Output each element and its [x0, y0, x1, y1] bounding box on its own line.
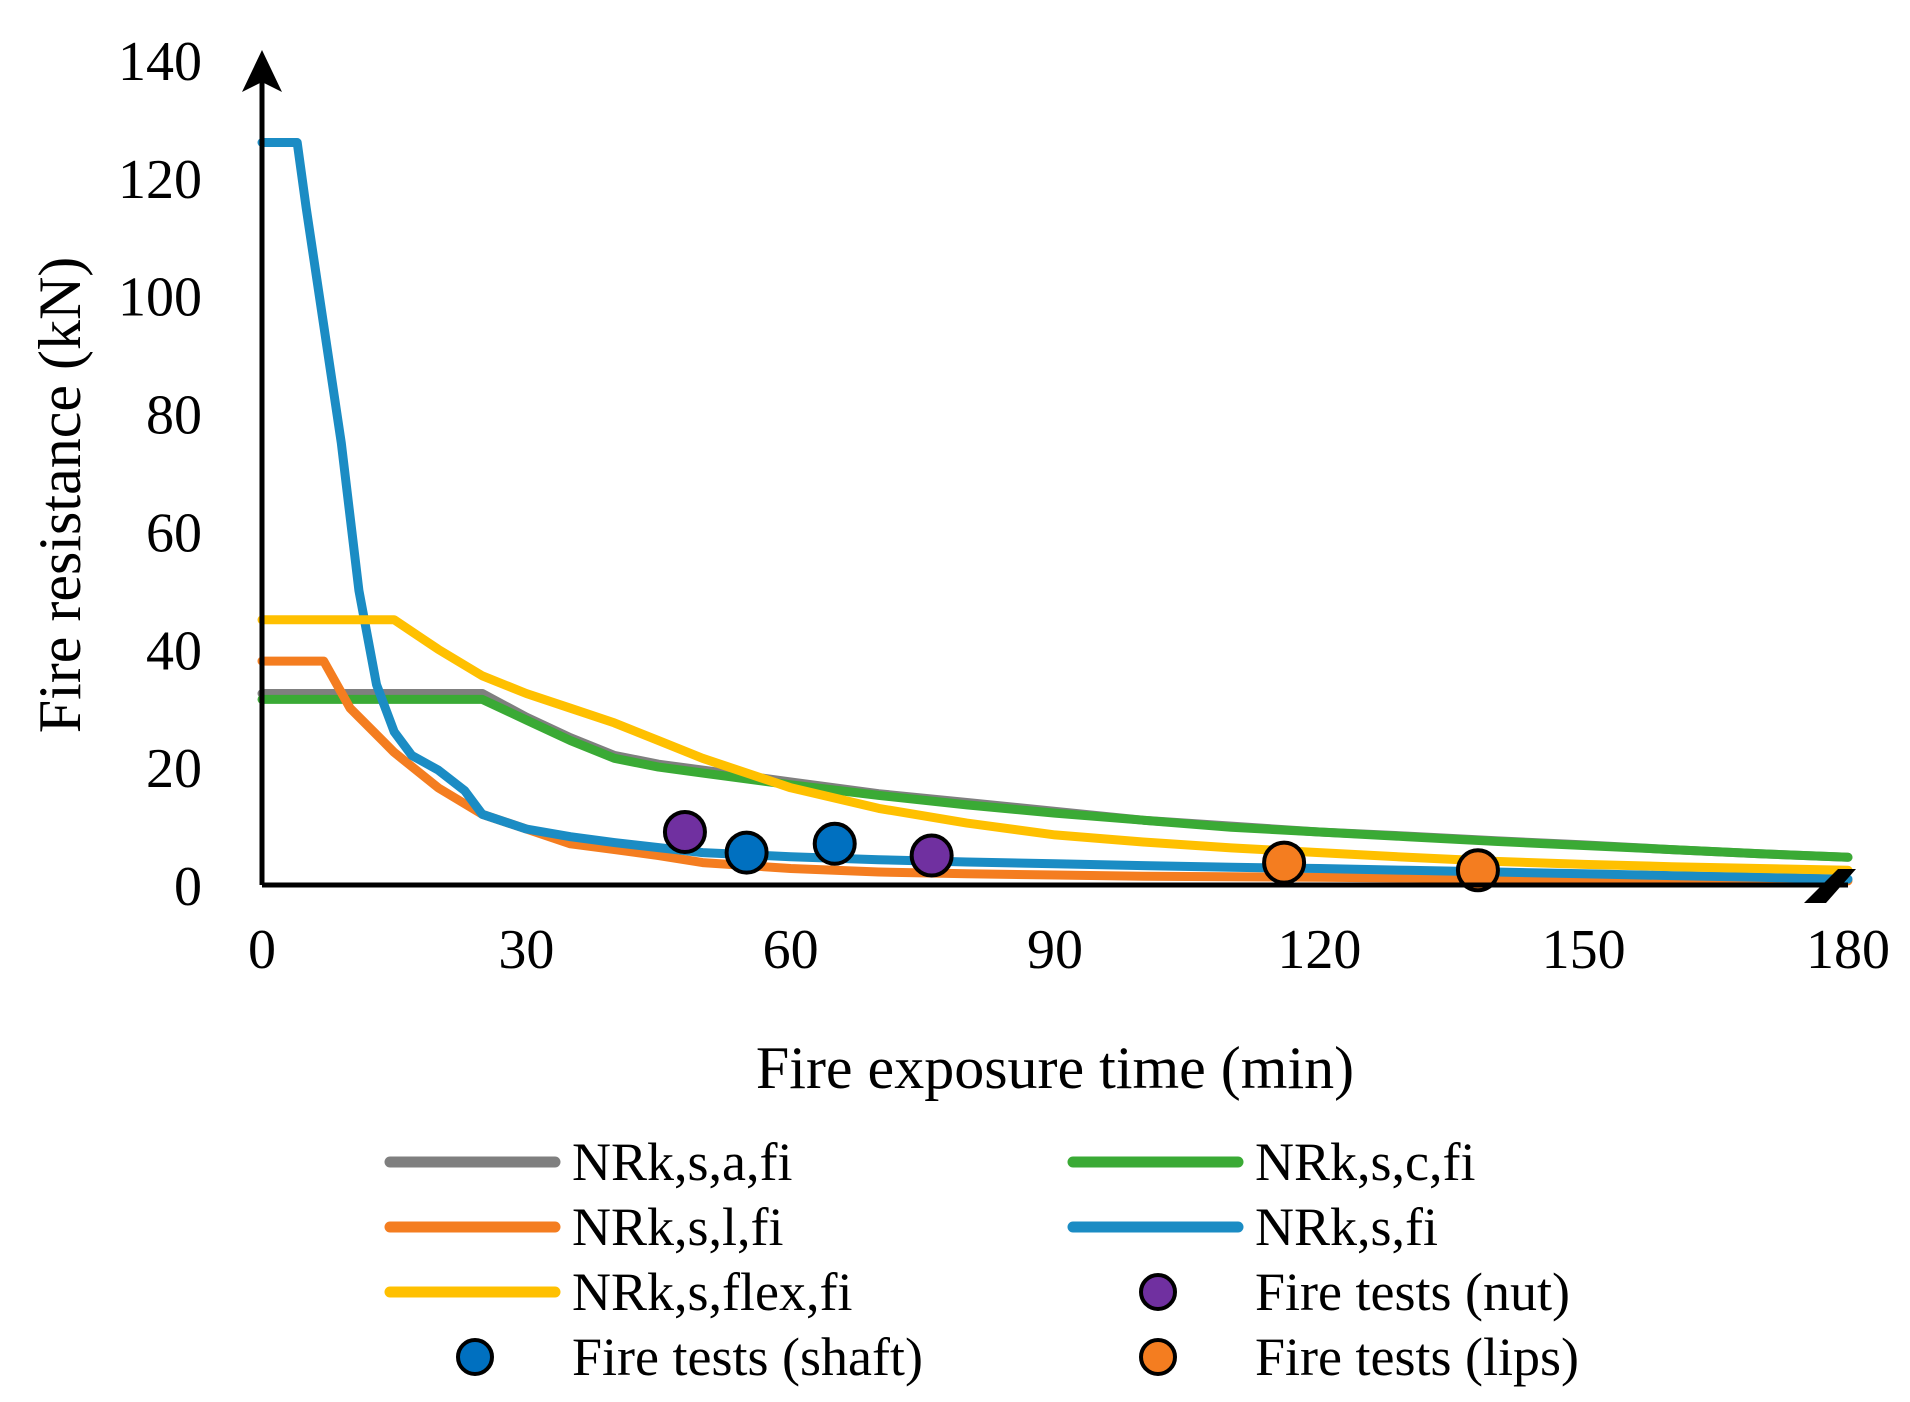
y-axis-arrow: [242, 50, 282, 92]
legend-swatch-marker: [1139, 1273, 1177, 1311]
x-tick-label: 0: [248, 919, 276, 981]
y-tick-label: 40: [146, 620, 202, 682]
y-tick-label: 100: [118, 267, 202, 329]
series-line-nrk-s-fi: [257, 138, 1853, 884]
point-fire-tests-nut: [909, 833, 954, 878]
x-tick-label: 90: [1027, 919, 1083, 981]
y-tick-label: 0: [174, 856, 202, 918]
legend: NRk,s,a,fi NRk,s,c,fi NRk,s,l,fi NRk,s,fi NR…: [384, 1132, 1579, 1387]
legend-item-nrk-s-fi: NRk,s,fi: [1067, 1197, 1438, 1257]
ticks-layer: 0 30 60 90 120 150 180 0 20 40 60 80 100 120 140: [118, 31, 1890, 981]
legend-swatch-marker: [456, 1338, 494, 1376]
legend-label: Fire tests (nut): [1255, 1262, 1570, 1322]
legend-label: Fire tests (lips): [1255, 1327, 1579, 1387]
y-tick-label: 140: [118, 31, 202, 93]
point-fire-tests-shaft: [724, 830, 769, 875]
x-tick-label: 180: [1806, 919, 1890, 981]
axes-layer: [242, 50, 1856, 903]
legend-label: NRk,s,fi: [1255, 1197, 1438, 1257]
x-tick-label: 30: [498, 919, 554, 981]
legend-item-fire-tests-shaft: Fire tests (shaft): [456, 1327, 923, 1387]
legend-item-nrk-s-flex-fi: NRk,s,flex,fi: [384, 1262, 852, 1322]
y-tick-label: 60: [146, 502, 202, 564]
legend-item-fire-tests-nut: Fire tests (nut): [1139, 1262, 1570, 1322]
points-layer: [662, 809, 1500, 893]
x-tick-label: 150: [1542, 919, 1626, 981]
y-tick-label: 120: [118, 149, 202, 211]
legend-item-nrk-s-c-fi: NRk,s,c,fi: [1067, 1132, 1475, 1192]
series-layer: [257, 138, 1853, 886]
y-axis-label: Fire resistance (kN): [27, 257, 93, 733]
x-axis-label: Fire exposure time (min): [756, 1035, 1354, 1101]
legend-label: NRk,s,a,fi: [572, 1132, 792, 1192]
x-tick-label: 60: [763, 919, 819, 981]
legend-label: NRk,s,flex,fi: [572, 1262, 852, 1322]
point-fire-tests-shaft: [812, 821, 857, 866]
y-tick-label: 80: [146, 385, 202, 447]
x-tick-label: 120: [1277, 919, 1361, 981]
point-fire-tests-lips: [1262, 840, 1307, 885]
legend-swatch-marker: [1139, 1338, 1177, 1376]
legend-item-nrk-s-a-fi: NRk,s,a,fi: [384, 1132, 792, 1192]
point-fire-tests-nut: [662, 809, 707, 854]
legend-label: Fire tests (shaft): [572, 1327, 923, 1387]
x-axis-arrow: [1804, 869, 1856, 903]
point-fire-tests-lips: [1455, 848, 1500, 893]
legend-label: NRk,s,c,fi: [1255, 1132, 1475, 1192]
legend-item-fire-tests-lips: Fire tests (lips): [1139, 1327, 1579, 1387]
legend-label: NRk,s,l,fi: [572, 1197, 784, 1257]
series-line-nrk-s-c-fi: [257, 694, 1853, 862]
legend-item-nrk-s-l-fi: NRk,s,l,fi: [384, 1197, 784, 1257]
y-tick-label: 20: [146, 738, 202, 800]
series-line-nrk-s-flex-fi: [257, 615, 1853, 875]
